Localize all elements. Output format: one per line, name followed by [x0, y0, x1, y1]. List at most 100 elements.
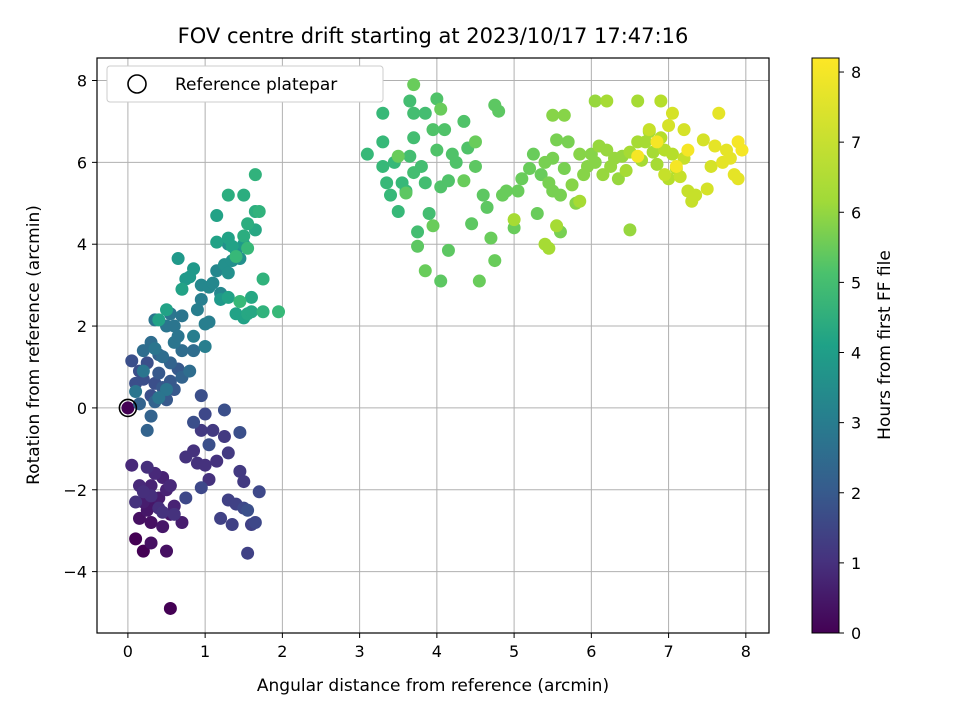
data-point [731, 135, 745, 149]
data-point [256, 272, 270, 286]
y-tick-label: 6 [77, 153, 87, 172]
data-point [561, 135, 575, 149]
data-point [156, 520, 170, 534]
colorbar-tick-label: 0 [851, 624, 861, 643]
data-point [121, 401, 135, 415]
data-point [623, 223, 637, 237]
data-point [418, 264, 432, 278]
data-point [144, 516, 158, 530]
data-point [217, 430, 231, 444]
data-point [662, 119, 676, 133]
data-point [480, 200, 494, 214]
data-point [237, 188, 251, 202]
data-point [156, 350, 170, 364]
data-point [600, 94, 614, 108]
data-point [468, 135, 482, 149]
data-point [376, 135, 390, 149]
data-point [465, 217, 479, 231]
y-tick-label: 8 [77, 72, 87, 91]
data-point [677, 123, 691, 137]
y-tick-label: −4 [63, 563, 87, 582]
data-point [588, 155, 602, 169]
data-point [492, 104, 506, 118]
x-tick-label: 2 [277, 642, 287, 661]
data-point [167, 319, 181, 333]
data-point [179, 491, 193, 505]
data-point [642, 123, 656, 137]
legend-box [106, 65, 384, 103]
data-point [399, 186, 413, 200]
y-tick-label: 4 [77, 235, 87, 254]
data-point [160, 382, 174, 396]
data-point [206, 423, 220, 437]
data-point [426, 219, 440, 233]
data-point [210, 235, 224, 249]
data-point [221, 188, 235, 202]
data-point [588, 94, 602, 108]
data-point [187, 444, 201, 458]
data-point [217, 403, 231, 417]
data-point [190, 303, 204, 317]
colorbar-tick-label: 5 [851, 273, 861, 292]
data-point [221, 290, 235, 304]
data-point [650, 157, 664, 171]
data-point [376, 106, 390, 120]
data-point [411, 225, 425, 239]
data-point [237, 229, 251, 243]
data-point [175, 344, 189, 358]
legend-marker-icon [127, 74, 147, 94]
data-point [488, 254, 502, 268]
data-point [194, 423, 208, 437]
data-point [152, 366, 166, 380]
data-point [407, 131, 421, 145]
data-point [198, 407, 212, 421]
x-tick-label: 0 [123, 642, 133, 661]
y-tick-label: 0 [77, 399, 87, 418]
data-point [163, 479, 177, 493]
data-point [557, 108, 571, 122]
data-point [175, 309, 189, 323]
data-point [665, 106, 679, 120]
data-point [233, 464, 247, 478]
data-point [152, 391, 166, 405]
data-point [384, 188, 398, 202]
data-point [457, 114, 471, 128]
data-point [507, 213, 521, 227]
y-tick-label: 2 [77, 317, 87, 336]
data-point [256, 305, 270, 319]
data-point [646, 145, 660, 159]
data-point [441, 243, 455, 257]
data-point [241, 241, 255, 255]
data-point [631, 149, 645, 163]
data-point [136, 544, 150, 558]
data-point [360, 147, 374, 161]
x-axis-label: Angular distance from reference (arcmin) [257, 676, 609, 696]
data-point [252, 485, 266, 499]
data-point [391, 204, 405, 218]
data-point [441, 174, 455, 188]
data-point [244, 305, 258, 319]
data-point [194, 481, 208, 495]
data-point [206, 276, 220, 290]
data-point [434, 102, 448, 116]
colorbar-tick-label: 1 [851, 554, 861, 573]
colorbar-tick-label: 8 [851, 63, 861, 82]
data-point [430, 92, 444, 106]
legend[interactable]: Reference platepar [106, 65, 384, 103]
x-tick-label: 3 [355, 642, 365, 661]
data-point [144, 409, 158, 423]
data-point [407, 106, 421, 120]
data-point [148, 342, 162, 356]
y-tick-label: −2 [63, 481, 87, 500]
data-point [252, 204, 266, 218]
data-point [650, 135, 664, 149]
data-point [523, 161, 537, 175]
data-point [175, 516, 189, 530]
data-point [457, 174, 471, 188]
data-point [140, 423, 154, 437]
data-point [136, 364, 150, 378]
data-point [546, 151, 560, 165]
data-point [129, 385, 143, 399]
data-point [708, 139, 722, 153]
